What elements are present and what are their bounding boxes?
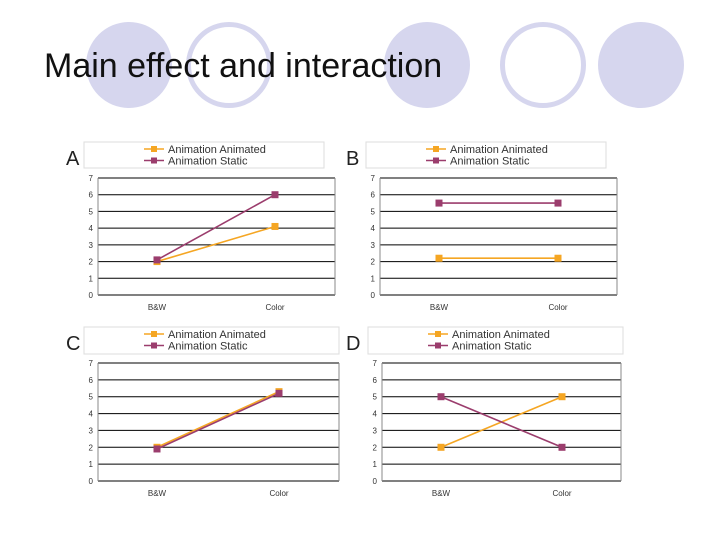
chart-0-point-animated-1	[271, 222, 279, 230]
chart-3-legend-label-animated: Animation Animated	[452, 329, 550, 341]
chart-1-xtick-1: Color	[548, 303, 567, 312]
chart-0-point-static-0	[153, 256, 161, 264]
slide-title: Main effect and interaction	[44, 47, 443, 85]
chart-0-ytick-5: 5	[89, 207, 94, 216]
chart-3-legend-marker-animated	[435, 331, 441, 337]
panel-c-label: C	[66, 333, 80, 355]
chart-3-point-static-1	[558, 443, 566, 451]
chart-1-ytick-6: 6	[371, 191, 376, 200]
chart-1-point-animated-0	[435, 254, 443, 262]
chart-2-xtick-0: B&W	[148, 489, 167, 498]
chart-1-ytick-7: 7	[371, 174, 376, 183]
chart-2-ytick-6: 6	[89, 376, 94, 385]
chart-2-ytick-0: 0	[89, 477, 94, 486]
chart-0-legend-label-animated: Animation Animated	[168, 144, 266, 156]
chart-0-ytick-6: 6	[89, 191, 94, 200]
chart-0-xtick-0: B&W	[148, 303, 167, 312]
chart-1-ytick-5: 5	[371, 207, 376, 216]
chart-3-legend-label-static: Animation Static	[452, 341, 532, 353]
chart-0-legend-marker-animated	[151, 146, 157, 152]
chart-0-ytick-2: 2	[89, 258, 94, 267]
chart-2-legend-marker-animated	[151, 331, 157, 337]
decor-circle-2	[186, 22, 272, 108]
chart-3-series-static-line	[440, 395, 563, 449]
chart-2-legend-box	[83, 326, 340, 355]
chart-2-point-static-0	[153, 445, 161, 453]
chart-1-legend-label-static: Animation Static	[450, 156, 530, 168]
chart-0-legend-box	[83, 141, 325, 169]
chart-3-xtick-0: B&W	[432, 489, 451, 498]
chart-1-ytick-3: 3	[371, 241, 376, 250]
chart-0-series-animated-line	[156, 225, 276, 263]
chart-1-ytick-1: 1	[371, 274, 376, 283]
panel-b-label: B	[346, 148, 359, 170]
decor-circle-1	[86, 22, 172, 108]
chart-0-point-static-1	[271, 191, 279, 199]
chart-3-ytick-2: 2	[373, 443, 378, 452]
chart-2-ytick-5: 5	[89, 393, 94, 402]
chart-0-series-static-line	[156, 194, 276, 261]
chart-3-point-static-0	[437, 393, 445, 401]
chart-2-ytick-2: 2	[89, 443, 94, 452]
chart-2-point-static-1	[275, 389, 283, 397]
chart-0-xtick-1: Color	[265, 303, 284, 312]
chart-1-ytick-4: 4	[371, 224, 376, 233]
chart-3-point-animated-1	[558, 393, 566, 401]
chart-2-legend-label-animated: Animation Animated	[168, 329, 266, 341]
decor-circle-5	[598, 22, 684, 108]
chart-1-point-static-1	[554, 199, 562, 207]
chart-3-ytick-7: 7	[373, 359, 378, 368]
chart-2-series-static-line	[156, 392, 280, 450]
chart-0-legend-label-static: Animation Static	[168, 156, 248, 168]
chart-3-legend-box	[367, 326, 624, 355]
chart-1-legend-box	[365, 141, 607, 169]
chart-1-point-static-0	[435, 199, 443, 207]
chart-1-point-animated-1	[554, 254, 562, 262]
chart-2-ytick-7: 7	[89, 359, 94, 368]
chart-2-ytick-3: 3	[89, 426, 94, 435]
chart-0-ytick-4: 4	[89, 224, 94, 233]
chart-0-ytick-1: 1	[89, 274, 94, 283]
chart-3-ytick-0: 0	[373, 477, 378, 486]
chart-2-series-animated-line	[156, 390, 280, 449]
chart-3-ytick-4: 4	[373, 410, 378, 419]
decor-circle-3	[384, 22, 470, 108]
chart-2-xtick-1: Color	[269, 489, 288, 498]
chart-3-ytick-5: 5	[373, 393, 378, 402]
chart-1-ytick-2: 2	[371, 258, 376, 267]
chart-0-ytick-3: 3	[89, 241, 94, 250]
chart-1-legend-marker-animated	[433, 146, 439, 152]
chart-3-ytick-3: 3	[373, 426, 378, 435]
chart-2-ytick-1: 1	[89, 460, 94, 469]
chart-2-legend-label-static: Animation Static	[168, 341, 248, 353]
chart-3-xtick-1: Color	[552, 489, 571, 498]
panel-a-label: A	[66, 148, 80, 170]
decor-circle-4	[500, 22, 586, 108]
chart-1-legend-label-animated: Animation Animated	[450, 144, 548, 156]
chart-1-xtick-0: B&W	[430, 303, 449, 312]
chart-2-ytick-4: 4	[89, 410, 94, 419]
chart-1-ytick-0: 0	[371, 291, 376, 300]
chart-0-ytick-0: 0	[89, 291, 94, 300]
chart-0-ytick-7: 7	[89, 174, 94, 183]
chart-3-ytick-6: 6	[373, 376, 378, 385]
chart-0-legend-marker-static	[151, 157, 157, 164]
chart-1-legend-marker-static	[433, 157, 439, 164]
chart-3-ytick-1: 1	[373, 460, 378, 469]
chart-3-point-animated-0	[437, 443, 445, 451]
chart-3-legend-marker-static	[435, 342, 441, 349]
chart-2-legend-marker-static	[151, 342, 157, 349]
panel-d-label: D	[346, 333, 360, 355]
